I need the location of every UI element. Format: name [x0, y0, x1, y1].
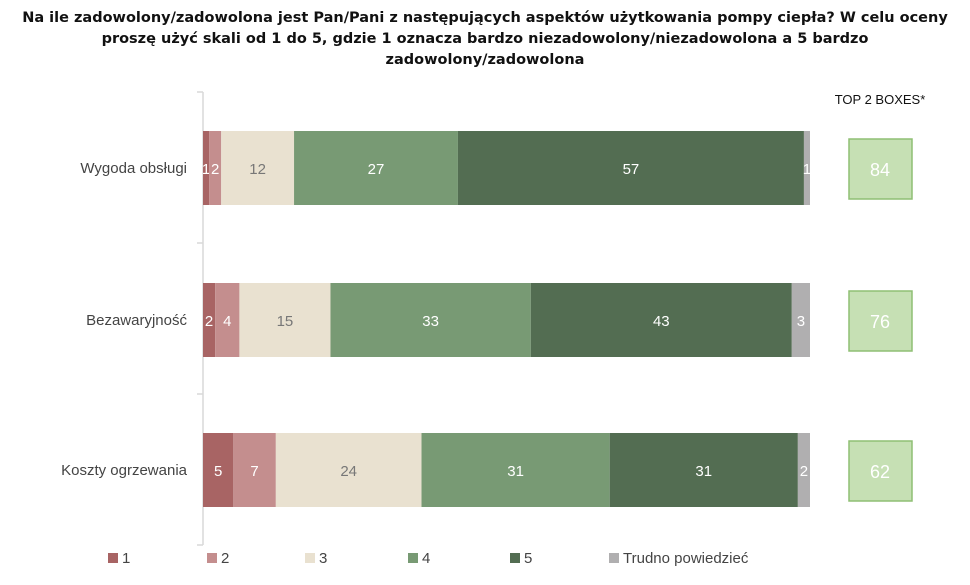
data-label: 31 — [507, 463, 524, 480]
bar-segment — [791, 283, 810, 357]
bar-segment — [233, 433, 276, 507]
bar-segment — [203, 131, 210, 205]
data-label: 3 — [797, 313, 805, 330]
top2-box — [848, 138, 913, 200]
data-label: 2 — [800, 463, 808, 480]
bar-segment — [294, 131, 458, 205]
bar-segment — [203, 283, 216, 357]
category-label: Bezawaryjność — [86, 312, 187, 329]
legend-label: 4 — [422, 550, 430, 567]
legend-swatch — [207, 553, 217, 563]
top2-box — [848, 290, 913, 352]
bar-segment — [209, 131, 222, 205]
data-label: 12 — [249, 161, 266, 178]
data-label: 57 — [623, 161, 640, 178]
legend-label: Trudno powiedzieć — [623, 550, 749, 567]
data-label: 2 — [205, 313, 213, 330]
legend-swatch — [305, 553, 315, 563]
category-label: Koszty ogrzewania — [61, 462, 188, 479]
bar-segment — [330, 283, 531, 357]
bar-segment — [275, 433, 422, 507]
bar-segment — [239, 283, 331, 357]
top2-header: TOP 2 BOXES* — [835, 92, 926, 107]
legend-swatch — [408, 553, 418, 563]
legend-label: 1 — [122, 550, 130, 567]
legend-swatch — [108, 553, 118, 563]
data-label: 2 — [211, 161, 219, 178]
chart-title: Na ile zadowolony/zadowolona jest Pan/Pa… — [0, 8, 970, 71]
bar-segment — [221, 131, 295, 205]
data-label: 31 — [695, 463, 712, 480]
title-line-1: Na ile zadowolony/zadowolona jest Pan/Pa… — [22, 10, 948, 26]
bar-segment — [530, 283, 792, 357]
top2-value: 76 — [870, 312, 890, 332]
legend-label: 5 — [524, 550, 532, 567]
data-label: 7 — [250, 463, 258, 480]
legend-label: 2 — [221, 550, 229, 567]
legend-label: 3 — [319, 550, 327, 567]
legend-swatch — [510, 553, 520, 563]
data-label: 33 — [422, 313, 439, 330]
data-label: 43 — [653, 313, 670, 330]
data-label: 4 — [223, 313, 231, 330]
bar-segment — [215, 283, 240, 357]
category-label: Wygoda obsługi — [80, 160, 187, 177]
title-line-2: proszę użyć skali od 1 do 5, gdzie 1 ozn… — [101, 31, 869, 68]
data-label: 5 — [214, 463, 222, 480]
bar-segment — [203, 433, 234, 507]
data-label: 24 — [340, 463, 357, 480]
bar-segment — [609, 433, 798, 507]
bar-segment — [803, 131, 810, 205]
data-label: 27 — [368, 161, 385, 178]
data-label: 15 — [277, 313, 294, 330]
top2-box — [848, 440, 913, 502]
data-label: 1 — [202, 161, 210, 178]
bar-segment — [421, 433, 610, 507]
legend-swatch — [609, 553, 619, 563]
top2-value: 84 — [870, 160, 890, 180]
top2-value: 62 — [870, 462, 890, 482]
bar-segment — [797, 433, 810, 507]
data-label: 1 — [803, 161, 811, 178]
bar-segment — [457, 131, 804, 205]
